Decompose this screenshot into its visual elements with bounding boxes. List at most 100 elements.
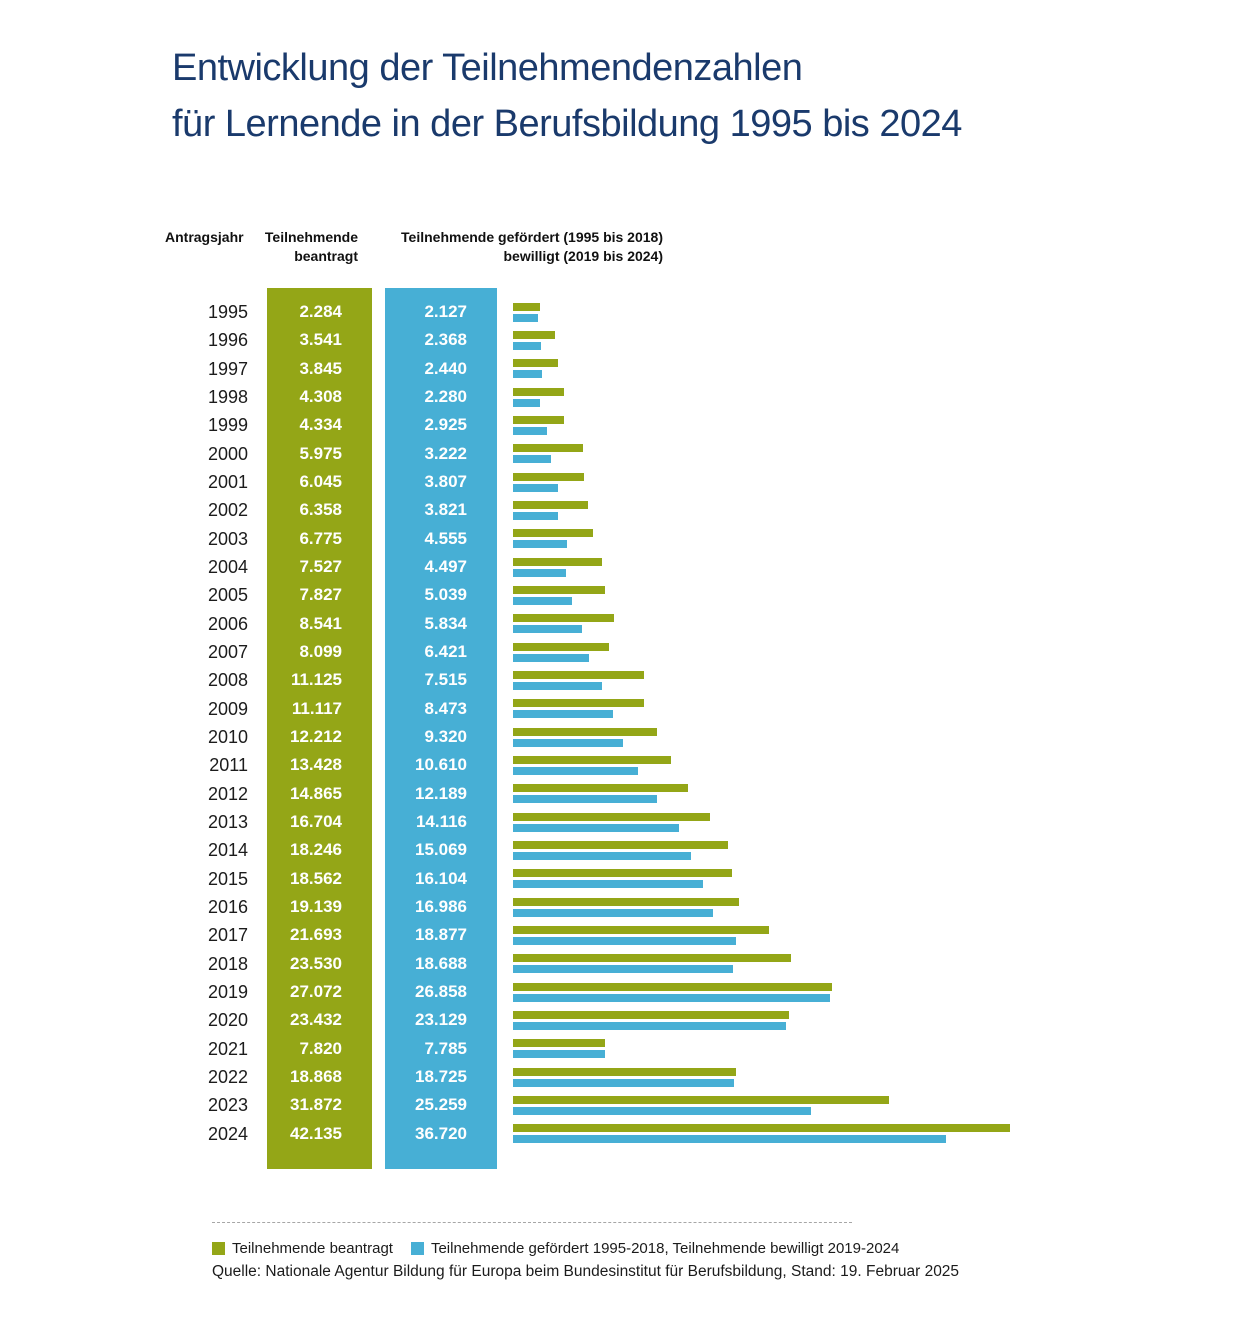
table-row: 2023 31.872 25.259 <box>0 1091 1240 1119</box>
applied-bar <box>513 840 729 849</box>
granted-bar <box>513 596 573 605</box>
applied-bar <box>513 642 609 651</box>
applied-value: 11.117 <box>291 698 342 718</box>
year-label: 2004 <box>207 556 248 577</box>
applied-bar <box>513 529 593 538</box>
column-header-beantragt-line1: Teilnehmende <box>264 229 358 245</box>
applied-value: 16.704 <box>290 811 342 831</box>
granted-value: 18.877 <box>415 925 467 945</box>
bar-group <box>513 298 1010 326</box>
bar-group <box>513 836 1010 864</box>
legend-item-granted: Teilnehmende gefördert 1995-2018, Teilne… <box>410 1240 899 1257</box>
year-label: 2014 <box>207 840 248 861</box>
applied-value: 19.139 <box>290 896 342 916</box>
applied-bar <box>513 784 689 793</box>
column-header-beantragt-line2: beantragt <box>294 248 358 264</box>
source-note: Quelle: Nationale Agentur Bildung für Eu… <box>212 1263 960 1280</box>
applied-bar <box>513 954 791 963</box>
applied-bar <box>513 359 559 368</box>
granted-bar <box>513 455 552 464</box>
table-row: 2010 12.212 9.320 <box>0 723 1240 751</box>
applied-bar <box>513 444 584 453</box>
legend-green-swatch-icon <box>212 1242 225 1255</box>
bar-group <box>513 666 1010 694</box>
table-row: 2009 11.117 8.473 <box>0 695 1240 723</box>
applied-value: 6.045 <box>299 471 342 491</box>
granted-value: 25.259 <box>415 1095 467 1115</box>
bar-group <box>513 468 1010 496</box>
year-label: 2021 <box>207 1038 248 1059</box>
granted-value: 18.688 <box>415 953 467 973</box>
granted-bar <box>513 370 542 379</box>
year-label: 2000 <box>207 443 248 464</box>
applied-value: 5.975 <box>299 443 342 463</box>
bar-group <box>513 751 1010 779</box>
granted-bar <box>513 766 639 775</box>
applied-value: 13.428 <box>290 755 342 775</box>
applied-bar <box>513 812 710 821</box>
bar-group <box>513 496 1010 524</box>
bar-group <box>513 525 1010 553</box>
table-row: 1997 3.845 2.440 <box>0 355 1240 383</box>
applied-value: 7.827 <box>299 585 342 605</box>
applied-bar <box>513 585 606 594</box>
applied-value: 31.872 <box>290 1095 342 1115</box>
applied-bar <box>513 699 645 708</box>
column-header-antragsjahr: Antragsjahr <box>165 229 244 245</box>
granted-value: 4.555 <box>424 528 467 548</box>
year-label: 2024 <box>207 1123 248 1144</box>
year-label: 2009 <box>207 698 248 719</box>
bar-group <box>513 355 1010 383</box>
applied-bar <box>513 869 732 878</box>
granted-value: 4.497 <box>424 556 467 576</box>
year-label: 2007 <box>207 641 248 662</box>
granted-bar <box>513 795 657 804</box>
granted-bar <box>513 568 567 577</box>
applied-value: 6.358 <box>299 500 342 520</box>
applied-value: 42.135 <box>290 1123 342 1143</box>
separator-line <box>212 1222 852 1223</box>
table-row: 2013 16.704 14.116 <box>0 808 1240 836</box>
granted-bar <box>513 511 559 520</box>
granted-value: 36.720 <box>415 1123 467 1143</box>
column-header-gefoerdert: Teilnehmende gefördert (1995 bis 2018) b… <box>401 228 663 266</box>
bar-group <box>513 1006 1010 1034</box>
legend-green-label: Teilnehmende beantragt <box>232 1240 393 1257</box>
year-label: 2001 <box>207 471 248 492</box>
applied-bar <box>513 500 588 509</box>
granted-value: 16.986 <box>415 896 467 916</box>
applied-bar <box>513 897 739 906</box>
granted-bar <box>513 823 680 832</box>
granted-bar <box>513 993 830 1002</box>
year-label: 1999 <box>207 415 248 436</box>
table-row: 2018 23.530 18.688 <box>0 950 1240 978</box>
granted-value: 9.320 <box>424 726 467 746</box>
applied-value: 18.246 <box>290 840 342 860</box>
applied-bar <box>513 330 555 339</box>
bar-group <box>513 326 1010 354</box>
bar-group <box>513 610 1010 638</box>
applied-bar <box>513 1010 790 1019</box>
applied-value: 23.432 <box>290 1010 342 1030</box>
applied-value: 4.334 <box>299 415 342 435</box>
granted-value: 5.834 <box>424 613 467 633</box>
year-label: 2011 <box>209 755 248 776</box>
applied-bar <box>513 472 585 481</box>
granted-value: 18.725 <box>415 1066 467 1086</box>
applied-value: 23.530 <box>290 953 342 973</box>
table-row: 2004 7.527 4.497 <box>0 553 1240 581</box>
legend-blue-swatch-icon <box>410 1242 424 1255</box>
granted-value: 3.807 <box>424 471 467 491</box>
bar-group <box>513 978 1010 1006</box>
granted-value: 14.116 <box>415 811 467 831</box>
year-label: 2006 <box>207 613 248 634</box>
bar-group <box>513 411 1010 439</box>
applied-value: 3.541 <box>299 330 342 350</box>
year-label: 2020 <box>207 1010 248 1031</box>
data-rows: 1995 2.284 2.127 1996 3.541 2.368 1997 3.845 2.4… <box>0 298 1240 1148</box>
granted-value: 6.421 <box>424 641 467 661</box>
bar-group <box>513 808 1010 836</box>
year-label: 2012 <box>207 783 248 804</box>
granted-value: 5.039 <box>424 585 467 605</box>
bar-group <box>513 581 1010 609</box>
